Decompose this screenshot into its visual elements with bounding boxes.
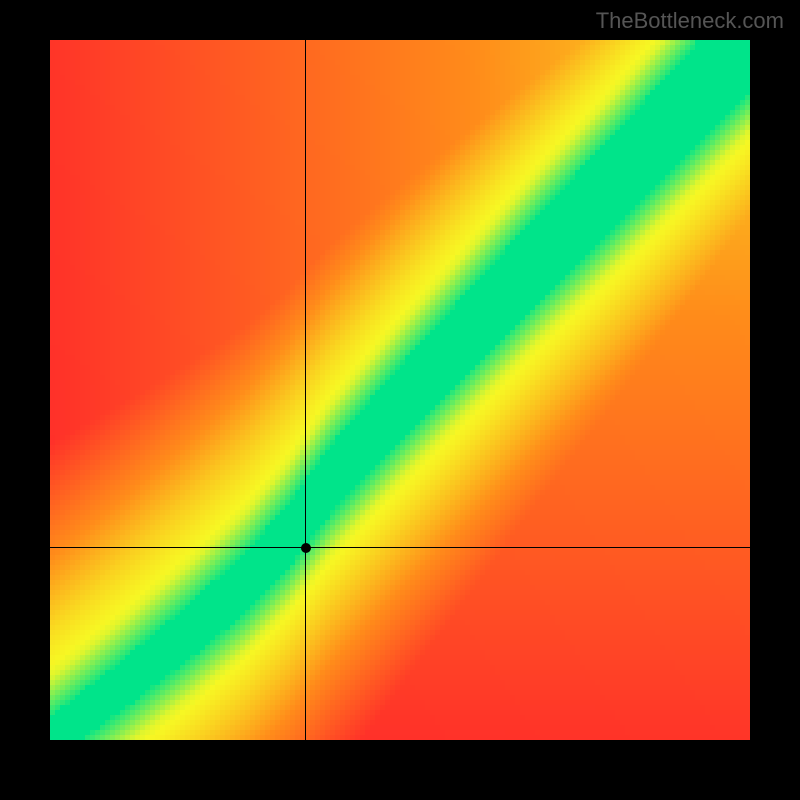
crosshair-marker — [301, 543, 311, 553]
plot-area — [50, 40, 750, 740]
figure-container: TheBottleneck.com — [0, 0, 800, 800]
crosshair-vertical — [305, 40, 306, 740]
watermark-text: TheBottleneck.com — [596, 8, 784, 34]
bottleneck-heatmap — [50, 40, 750, 740]
crosshair-horizontal — [50, 547, 750, 548]
